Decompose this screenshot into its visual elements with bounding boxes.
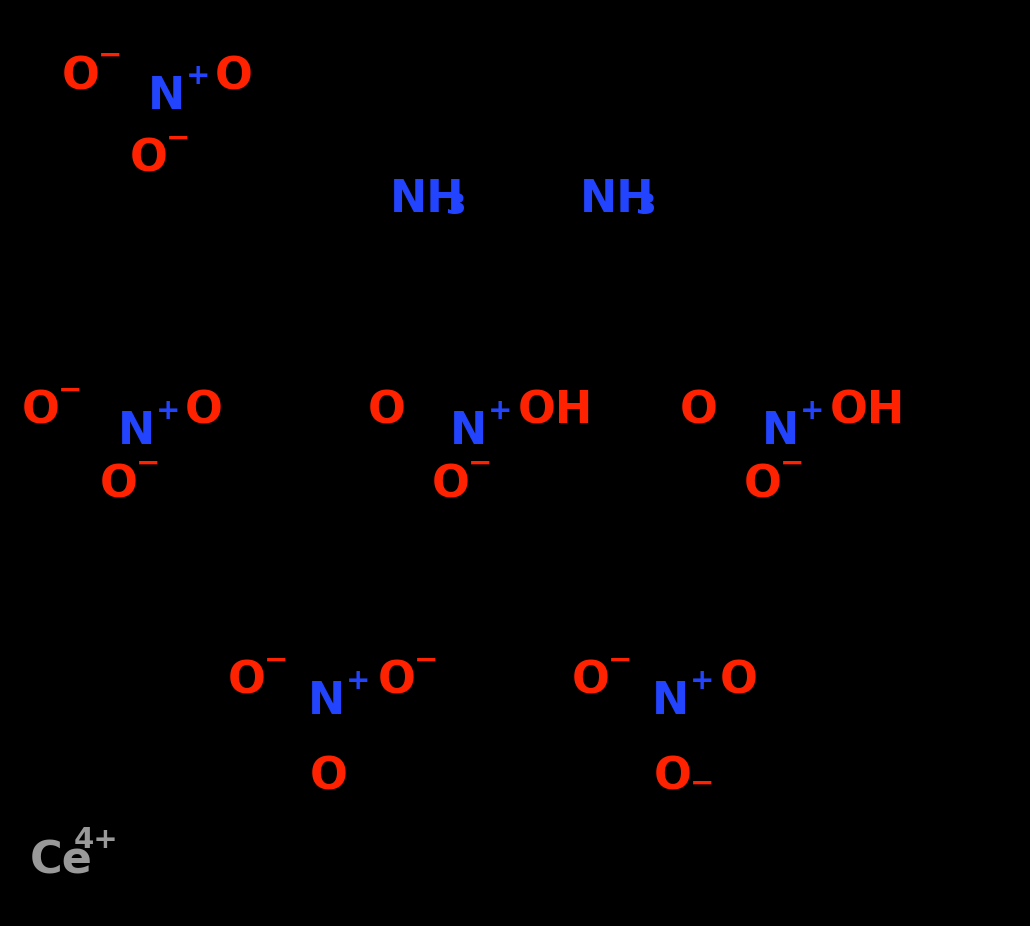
Text: +: + bbox=[690, 667, 715, 695]
Text: O: O bbox=[228, 660, 266, 703]
Text: O: O bbox=[185, 390, 222, 433]
Text: O: O bbox=[130, 138, 168, 181]
Text: −: − bbox=[414, 647, 439, 675]
Text: OH: OH bbox=[518, 390, 593, 433]
Text: +: + bbox=[156, 397, 180, 425]
Text: OH: OH bbox=[830, 390, 905, 433]
Text: O: O bbox=[680, 390, 718, 433]
Text: NH: NH bbox=[390, 178, 465, 221]
Text: N: N bbox=[308, 680, 345, 723]
Text: −: − bbox=[608, 647, 632, 675]
Text: O: O bbox=[720, 660, 758, 703]
Text: −: − bbox=[58, 377, 82, 405]
Text: N: N bbox=[450, 410, 487, 453]
Text: 4+: 4+ bbox=[74, 826, 118, 854]
Text: O: O bbox=[62, 55, 100, 98]
Text: 3: 3 bbox=[446, 192, 467, 220]
Text: O: O bbox=[22, 390, 60, 433]
Text: +: + bbox=[346, 667, 371, 695]
Text: +: + bbox=[186, 62, 210, 90]
Text: −: − bbox=[780, 450, 804, 478]
Text: O: O bbox=[368, 390, 406, 433]
Text: N: N bbox=[118, 410, 156, 453]
Text: N: N bbox=[148, 75, 185, 118]
Text: O: O bbox=[215, 55, 253, 98]
Text: O: O bbox=[432, 463, 470, 506]
Text: −: − bbox=[136, 450, 161, 478]
Text: 3: 3 bbox=[636, 192, 656, 220]
Text: Ce: Ce bbox=[30, 840, 93, 883]
Text: +: + bbox=[800, 397, 824, 425]
Text: −: − bbox=[166, 125, 191, 153]
Text: −: − bbox=[98, 42, 123, 70]
Text: O: O bbox=[310, 756, 348, 799]
Text: −: − bbox=[264, 647, 288, 675]
Text: −: − bbox=[468, 450, 492, 478]
Text: N: N bbox=[762, 410, 799, 453]
Text: N: N bbox=[652, 680, 689, 723]
Text: O: O bbox=[378, 660, 416, 703]
Text: O: O bbox=[654, 756, 692, 799]
Text: +: + bbox=[488, 397, 513, 425]
Text: −: − bbox=[690, 770, 715, 798]
Text: O: O bbox=[744, 463, 782, 506]
Text: O: O bbox=[100, 463, 138, 506]
Text: O: O bbox=[572, 660, 610, 703]
Text: NH: NH bbox=[580, 178, 655, 221]
